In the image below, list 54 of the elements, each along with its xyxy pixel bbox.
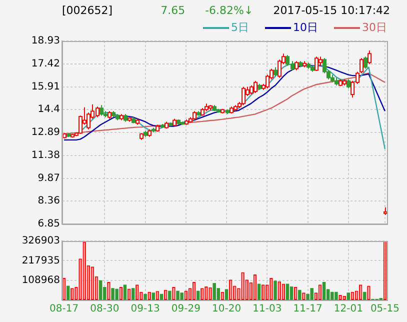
x-tick-label: 11-17 <box>293 304 322 315</box>
x-tick-label: 09-29 <box>171 304 200 315</box>
bar <box>290 286 294 300</box>
bar <box>286 284 290 300</box>
bar <box>322 282 326 300</box>
x-tick-label: 11-03 <box>252 304 282 315</box>
legend-label: 5日 <box>231 20 249 35</box>
x-tick-label: 10-20 <box>212 304 242 315</box>
bar <box>334 292 338 300</box>
text: 2017-05-15 10:17:42 <box>273 4 390 17</box>
y-tick-label: 11.38 <box>31 150 60 161</box>
bar <box>176 290 180 300</box>
bar <box>152 292 156 300</box>
chart-title: [002652] <box>62 4 113 17</box>
y-tick-label: 217935 <box>22 255 60 266</box>
y-tick-label: 8.36 <box>38 196 60 207</box>
y-tick-label: 12.89 <box>31 127 60 138</box>
y-tick-label: 9.87 <box>38 172 60 184</box>
legend-label: 10日 <box>293 20 318 35</box>
y-tick-label: 326903 <box>22 236 60 247</box>
bar <box>310 288 314 300</box>
x-tick-label: 05-15 <box>370 304 400 315</box>
x-tick-label: 12-01 <box>334 304 363 315</box>
text: 7.65 <box>160 4 186 17</box>
bar <box>98 280 102 300</box>
bar <box>212 283 216 300</box>
y-tick-label: 6.85 <box>38 218 60 230</box>
y-tick-label: 17.42 <box>31 58 60 70</box>
bar <box>257 284 261 300</box>
x-tick-label: 08-30 <box>90 304 120 315</box>
bar <box>115 288 118 300</box>
bar <box>346 292 350 300</box>
bar <box>224 289 228 300</box>
x-tick-label: 08-17 <box>50 304 79 315</box>
bar <box>330 292 334 300</box>
bar <box>274 280 277 300</box>
x-tick-label: 09-13 <box>130 304 160 315</box>
y-tick-label: 14.4 <box>38 104 60 116</box>
bar <box>131 288 135 300</box>
bar <box>298 290 302 300</box>
legend-label: 30日 <box>362 20 387 35</box>
bar <box>66 286 70 300</box>
text: -6.82%↓ <box>205 4 254 17</box>
y-tick-label: 15.91 <box>31 81 60 92</box>
bar <box>180 292 184 300</box>
bar <box>168 290 172 300</box>
bar <box>363 292 366 300</box>
bar <box>144 294 147 300</box>
y-tick-label: 108968 <box>22 274 60 286</box>
y-tick-label: 18.93 <box>31 36 60 47</box>
bar <box>196 290 200 300</box>
bar <box>160 294 164 300</box>
bar <box>111 288 114 300</box>
bar <box>123 284 127 300</box>
